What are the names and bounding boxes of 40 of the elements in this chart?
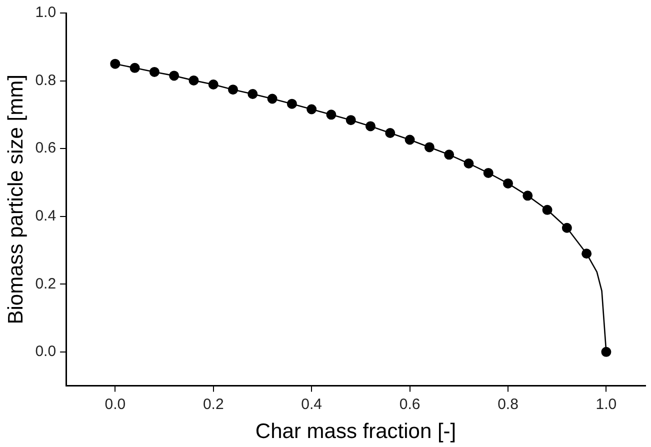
point xyxy=(130,62,140,73)
y-axis-title: Biomass particle size [mm] xyxy=(4,74,28,324)
point xyxy=(562,222,572,233)
point xyxy=(404,134,415,145)
point xyxy=(326,110,336,120)
point xyxy=(346,115,356,126)
point xyxy=(188,75,199,86)
point xyxy=(601,346,612,357)
point xyxy=(149,66,160,77)
point xyxy=(582,248,592,259)
x-tick-label: 0.6 xyxy=(399,396,420,413)
point xyxy=(110,58,120,69)
point xyxy=(208,80,218,90)
y-tick-label: 0.8 xyxy=(35,72,56,89)
point xyxy=(464,158,474,168)
x-tick-label: 0.0 xyxy=(104,396,126,413)
point xyxy=(306,104,317,114)
point xyxy=(267,94,278,104)
point xyxy=(286,98,297,109)
point xyxy=(385,128,396,138)
point xyxy=(542,204,552,215)
point xyxy=(522,190,533,201)
point xyxy=(248,89,258,99)
y-tick-label: 0.4 xyxy=(35,207,56,224)
point xyxy=(424,142,434,152)
point xyxy=(366,121,376,132)
point xyxy=(169,70,180,81)
point xyxy=(444,150,454,160)
y-tick-label: 0.0 xyxy=(35,343,56,360)
x-tick-label: 1.0 xyxy=(596,396,617,413)
y-tick-label: 0.6 xyxy=(35,140,56,157)
x-tick-label: 0.4 xyxy=(301,396,322,413)
point xyxy=(483,168,494,178)
x-axis-title: Char mass fraction [-] xyxy=(255,420,456,444)
point xyxy=(228,84,238,95)
y-tick-label: 1.0 xyxy=(35,4,56,22)
y-tick-label: 0.2 xyxy=(35,275,56,292)
x-tick-label: 0.8 xyxy=(498,396,518,413)
x-tick-label: 0.2 xyxy=(202,396,224,413)
point xyxy=(503,178,514,188)
